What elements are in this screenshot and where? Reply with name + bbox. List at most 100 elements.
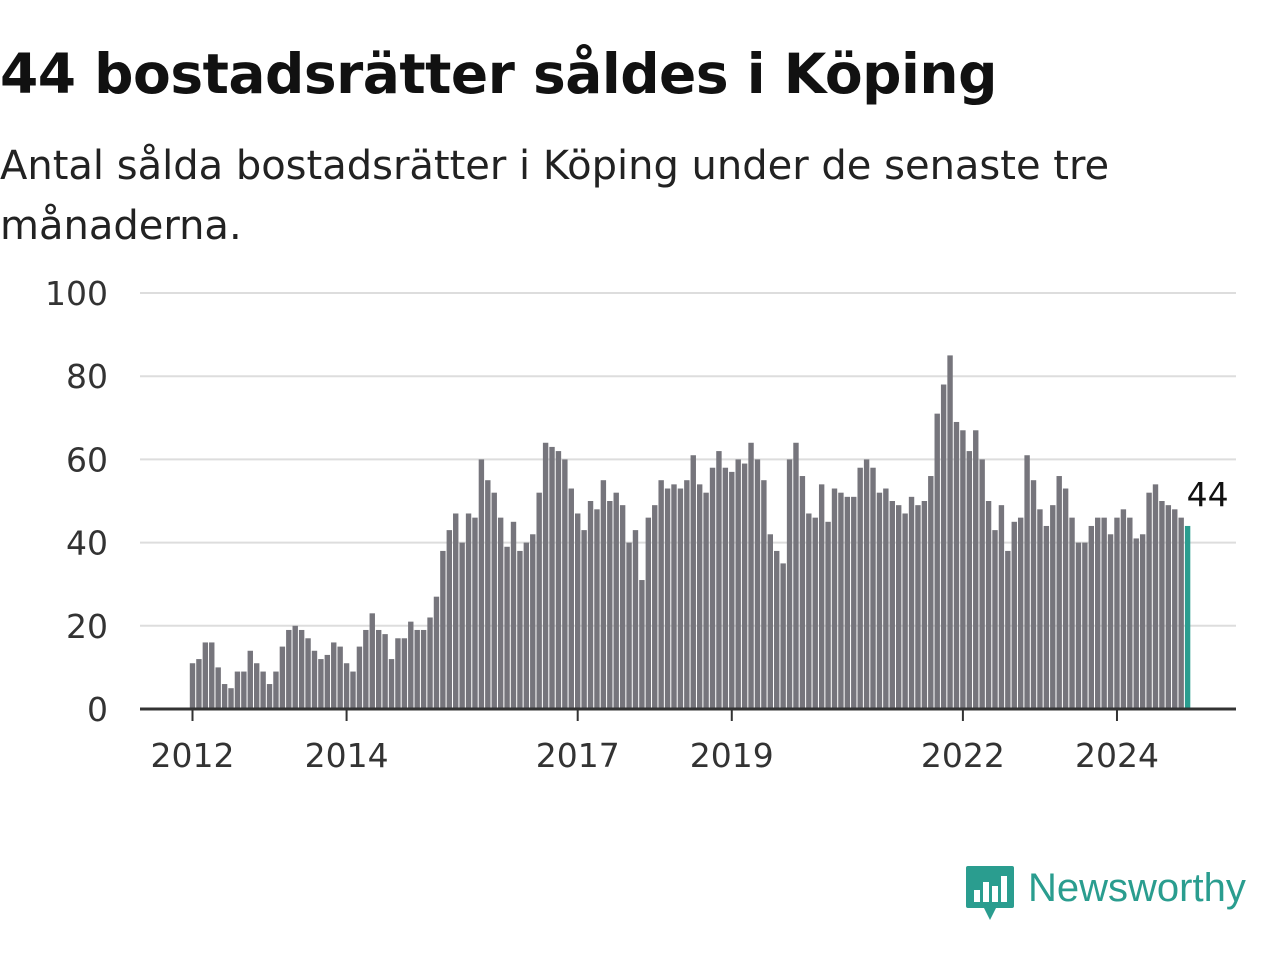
bar bbox=[985, 501, 992, 709]
bar bbox=[221, 684, 228, 709]
bar bbox=[594, 509, 600, 709]
bar bbox=[510, 521, 517, 709]
bar bbox=[414, 629, 420, 709]
bar bbox=[324, 654, 331, 709]
bar bbox=[735, 459, 741, 709]
bar bbox=[465, 513, 472, 709]
bar bbox=[196, 659, 202, 709]
bar bbox=[1075, 542, 1082, 709]
bar bbox=[1095, 517, 1101, 709]
bar bbox=[645, 517, 652, 709]
bar bbox=[851, 496, 857, 709]
bar bbox=[870, 467, 876, 709]
bar bbox=[209, 642, 215, 709]
bar bbox=[889, 501, 895, 709]
bar bbox=[1069, 517, 1075, 709]
bar bbox=[1062, 488, 1069, 709]
bar bbox=[395, 638, 401, 709]
bar bbox=[902, 513, 908, 709]
bar bbox=[1120, 509, 1127, 709]
bar bbox=[626, 542, 632, 709]
bar bbox=[1043, 525, 1050, 709]
bar bbox=[433, 596, 440, 709]
bar bbox=[844, 496, 851, 709]
bar bbox=[1056, 476, 1062, 709]
bar bbox=[658, 480, 664, 709]
bar bbox=[786, 459, 793, 709]
bar bbox=[1127, 517, 1133, 709]
bar bbox=[780, 563, 786, 709]
bar bbox=[575, 513, 581, 709]
bar bbox=[408, 621, 414, 709]
bar bbox=[536, 492, 542, 709]
bar bbox=[517, 550, 523, 709]
bar bbox=[1165, 505, 1172, 709]
bar bbox=[241, 671, 247, 709]
bar bbox=[331, 642, 337, 709]
bar bbox=[382, 634, 388, 709]
bar bbox=[928, 476, 934, 709]
x-tick-label: 2017 bbox=[536, 736, 620, 775]
bar bbox=[446, 530, 452, 709]
x-tick-label: 2019 bbox=[690, 736, 774, 775]
bar bbox=[1133, 538, 1139, 709]
bar bbox=[600, 480, 607, 709]
y-tick-label: 100 bbox=[45, 274, 108, 313]
bar bbox=[915, 505, 921, 709]
bar bbox=[690, 455, 696, 709]
bar bbox=[497, 517, 504, 709]
bar bbox=[298, 629, 305, 709]
bar bbox=[652, 505, 658, 709]
bar bbox=[266, 684, 273, 709]
bar bbox=[1011, 521, 1017, 709]
bar bbox=[504, 546, 510, 709]
bar bbox=[581, 530, 587, 709]
bar bbox=[420, 629, 427, 709]
bar bbox=[568, 488, 574, 709]
chart-title: 44 bostadsrätter såldes i Köping bbox=[0, 42, 997, 106]
y-tick-label: 60 bbox=[66, 440, 108, 479]
bar bbox=[555, 451, 562, 709]
chart-subtitle: Antal sålda bostadsrätter i Köping under… bbox=[0, 143, 1110, 249]
bar bbox=[228, 688, 234, 709]
bar bbox=[350, 671, 356, 709]
bar bbox=[741, 463, 748, 709]
newsworthy-logo: Newsworthy bbox=[964, 864, 1246, 924]
bar bbox=[453, 513, 459, 709]
bar bbox=[973, 430, 979, 709]
bar bbox=[215, 667, 221, 709]
bar-chart: 0 20 40 60 80 100 2012 2014 2017 2019 2022 2024 44 bbox=[45, 274, 1236, 775]
bar bbox=[247, 650, 253, 709]
bar bbox=[825, 521, 831, 709]
bar bbox=[793, 442, 799, 709]
bar bbox=[1005, 550, 1011, 709]
bar bbox=[729, 471, 735, 709]
bar bbox=[273, 671, 279, 709]
bar bbox=[748, 442, 754, 709]
bar bbox=[587, 501, 594, 709]
bar bbox=[1178, 517, 1184, 709]
bar bbox=[189, 663, 196, 709]
bar bbox=[440, 550, 446, 709]
bar bbox=[1050, 505, 1056, 709]
y-tick-label: 20 bbox=[66, 607, 108, 646]
bar bbox=[478, 459, 485, 709]
data-labels: 44 bbox=[1184, 472, 1232, 517]
bar bbox=[375, 629, 382, 709]
bar bbox=[896, 505, 902, 709]
bar bbox=[337, 646, 343, 709]
bar-highlight bbox=[1184, 525, 1191, 709]
bar bbox=[703, 492, 709, 709]
bar bbox=[562, 459, 568, 709]
y-tick-label: 80 bbox=[66, 357, 108, 396]
bar bbox=[934, 413, 940, 709]
bar bbox=[998, 505, 1005, 709]
bar bbox=[369, 613, 375, 709]
bar bbox=[1146, 492, 1152, 709]
bar bbox=[1037, 509, 1043, 709]
bar bbox=[908, 496, 915, 709]
bar bbox=[1088, 525, 1094, 709]
bar bbox=[356, 646, 363, 709]
bar bbox=[1139, 534, 1146, 709]
bar bbox=[992, 530, 998, 709]
